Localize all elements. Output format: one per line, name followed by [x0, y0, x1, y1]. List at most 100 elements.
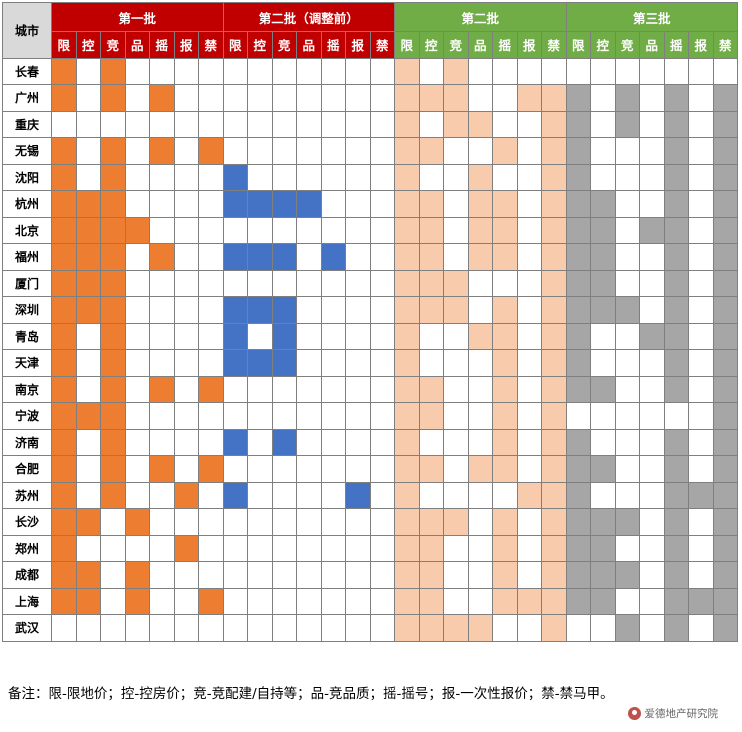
policy-cell-empty — [443, 137, 469, 165]
policy-cell-empty — [149, 269, 175, 297]
table-row: 重庆 — [2, 110, 738, 138]
policy-cell-empty — [688, 296, 714, 324]
table-row: 武汉 — [2, 614, 738, 642]
policy-cell-filled — [394, 455, 420, 483]
policy-cell-empty — [639, 110, 665, 138]
policy-cell-empty — [296, 269, 322, 297]
policy-cell-filled — [394, 481, 420, 509]
policy-cell-filled — [565, 349, 591, 377]
policy-cell-empty — [100, 508, 126, 536]
policy-cell-filled — [51, 84, 77, 112]
policy-cell-filled — [394, 84, 420, 112]
policy-cell-empty — [443, 375, 469, 403]
policy-cell-empty — [173, 84, 199, 112]
policy-cell-filled — [51, 428, 77, 456]
city-name: 天津 — [2, 349, 52, 377]
policy-cell-empty — [198, 269, 224, 297]
policy-cell-empty — [443, 428, 469, 456]
subcolumn-header: 限 — [394, 31, 420, 59]
policy-cell-empty — [369, 481, 395, 509]
policy-cell-empty — [75, 481, 101, 509]
city-name: 青岛 — [2, 322, 52, 350]
policy-cell-empty — [590, 402, 616, 430]
policy-cell-empty — [688, 375, 714, 403]
policy-cell-filled — [100, 402, 126, 430]
policy-cell-filled — [100, 455, 126, 483]
policy-cell-empty — [198, 428, 224, 456]
policy-cell-empty — [296, 455, 322, 483]
policy-cell-filled — [565, 216, 591, 244]
policy-cell-filled — [418, 508, 444, 536]
policy-cell-empty — [345, 402, 371, 430]
policy-cell-empty — [467, 428, 493, 456]
policy-cell-empty — [296, 375, 322, 403]
subcolumn-header: 摇 — [663, 31, 689, 59]
policy-cell-filled — [712, 375, 738, 403]
batch-header-4: 第三批 — [565, 2, 738, 32]
policy-cell-filled — [149, 375, 175, 403]
policy-cell-empty — [590, 349, 616, 377]
policy-cell-filled — [394, 349, 420, 377]
policy-cell-empty — [688, 561, 714, 589]
policy-cell-empty — [541, 57, 567, 85]
group-header-row: 城市 第一批 第二批（调整前） 第二批 第三批 — [2, 2, 738, 59]
policy-cell-empty — [443, 534, 469, 562]
policy-cell-empty — [271, 614, 297, 642]
policy-cell-empty — [516, 110, 542, 138]
policy-cell-empty — [369, 402, 395, 430]
policy-cell-filled — [418, 137, 444, 165]
policy-cell-empty — [320, 57, 346, 85]
policy-cell-empty — [639, 296, 665, 324]
policy-cell-empty — [492, 614, 518, 642]
policy-cell-filled — [149, 137, 175, 165]
subcolumn-header: 报 — [688, 31, 714, 59]
policy-cell-empty — [124, 110, 150, 138]
policy-cell-filled — [75, 269, 101, 297]
policy-cell-empty — [124, 402, 150, 430]
policy-cell-empty — [516, 428, 542, 456]
policy-cell-filled — [614, 296, 640, 324]
policy-cell-filled — [345, 481, 371, 509]
policy-cell-filled — [614, 84, 640, 112]
policy-cell-empty — [614, 587, 640, 615]
policy-cell-empty — [320, 269, 346, 297]
policy-cell-filled — [100, 163, 126, 191]
policy-cell-empty — [345, 190, 371, 218]
policy-cell-filled — [222, 163, 248, 191]
policy-cell-empty — [614, 243, 640, 271]
policy-cell-filled — [75, 508, 101, 536]
policy-cell-filled — [394, 587, 420, 615]
policy-cell-empty — [75, 110, 101, 138]
policy-cell-filled — [663, 84, 689, 112]
subcolumn-header: 品 — [639, 31, 665, 59]
policy-cell-empty — [173, 269, 199, 297]
policy-cell-empty — [639, 190, 665, 218]
policy-cell-empty — [247, 402, 273, 430]
policy-cell-filled — [712, 243, 738, 271]
policy-cell-filled — [712, 190, 738, 218]
policy-cell-empty — [614, 349, 640, 377]
policy-cell-empty — [271, 534, 297, 562]
policy-cell-empty — [345, 296, 371, 324]
policy-cell-filled — [394, 296, 420, 324]
policy-cell-filled — [51, 375, 77, 403]
policy-cell-empty — [124, 428, 150, 456]
policy-cell-empty — [222, 269, 248, 297]
policy-cell-empty — [320, 375, 346, 403]
city-name: 厦门 — [2, 269, 52, 297]
policy-cell-empty — [198, 402, 224, 430]
policy-cell-empty — [149, 481, 175, 509]
policy-cell-empty — [614, 269, 640, 297]
policy-cell-empty — [443, 587, 469, 615]
policy-cell-filled — [590, 216, 616, 244]
policy-cell-empty — [369, 216, 395, 244]
policy-cell-filled — [663, 481, 689, 509]
policy-cell-filled — [51, 243, 77, 271]
policy-cell-empty — [492, 57, 518, 85]
policy-cell-empty — [247, 57, 273, 85]
policy-cell-empty — [320, 216, 346, 244]
policy-cell-filled — [100, 349, 126, 377]
policy-cell-filled — [100, 243, 126, 271]
policy-cell-empty — [296, 561, 322, 589]
policy-cell-empty — [369, 269, 395, 297]
